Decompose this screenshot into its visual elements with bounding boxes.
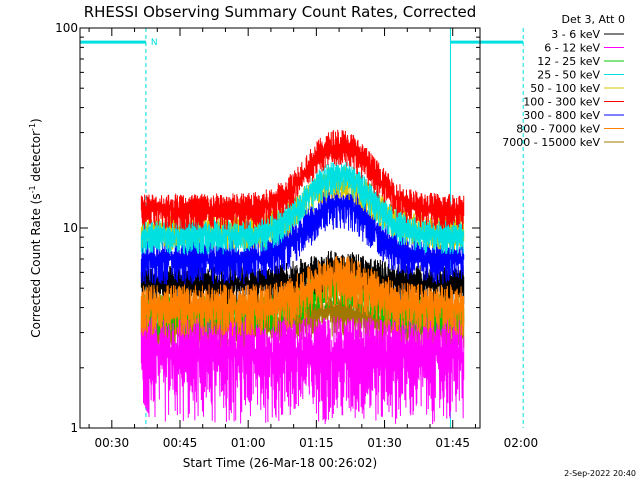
x-tick-label: 01:45 (435, 436, 470, 450)
series-6-12-kev (140, 316, 465, 424)
series-line (140, 129, 465, 230)
y-axis-label-main: Corrected Count Rate (s (29, 193, 43, 337)
series-line (140, 255, 465, 336)
series-800-7000-kev (140, 255, 465, 336)
y-axis-label-end: ) (29, 118, 43, 123)
legend-entry-label: 6 - 12 keV (544, 42, 600, 55)
legend-entry-label: 25 - 50 keV (537, 69, 600, 82)
series-100-300-kev (140, 129, 465, 230)
series-line (140, 250, 465, 306)
legend-header: Det 3, Att 0 (562, 13, 626, 26)
y-axis-label: Corrected Count Rate (s-1 detector-1) (28, 118, 43, 337)
legend-entry-label: 7000 - 15000 keV (502, 136, 600, 149)
x-tick-label: 01:15 (299, 436, 334, 450)
legend-entry-label: 800 - 7000 keV (516, 123, 600, 136)
series-layer (140, 129, 465, 424)
x-tick-label: 02:00 (504, 436, 539, 450)
footer-timestamp: 2-Sep-2022 20:40 (564, 469, 636, 478)
y-axis-label-exp1: -1 (28, 185, 37, 193)
y-axis: 1 10 100 (55, 21, 480, 435)
legend-entry-label: 50 - 100 keV (530, 82, 600, 95)
y-tick-label: 1 (70, 421, 78, 435)
y-axis-label-mid: detector (29, 131, 43, 186)
x-tick-label: 01:00 (231, 436, 266, 450)
series-3-6-kev (140, 250, 465, 306)
x-tick-label: 01:30 (367, 436, 402, 450)
x-axis: 00:30 00:45 01:00 01:15 01:30 01:45 02:00 (88, 28, 539, 450)
legend-entry-label: 3 - 6 keV (551, 28, 600, 41)
y-tick-label: 10 (63, 221, 78, 235)
x-tick-label: 00:30 (95, 436, 130, 450)
legend-entry-label: 300 - 800 keV (523, 109, 600, 122)
flag-label: N (151, 38, 158, 48)
legend-entry-label: 12 - 25 keV (537, 55, 600, 68)
chart-title: RHESSI Observing Summary Count Rates, Co… (84, 3, 477, 21)
x-tick-label: 00:45 (163, 436, 198, 450)
y-tick-label: 100 (55, 21, 78, 35)
legend-entry-label: 100 - 300 keV (523, 96, 600, 109)
x-axis-label: Start Time (26-Mar-18 00:26:02) (183, 456, 377, 470)
y-axis-label-exp2: -1 (28, 123, 37, 131)
series-line (140, 316, 465, 424)
